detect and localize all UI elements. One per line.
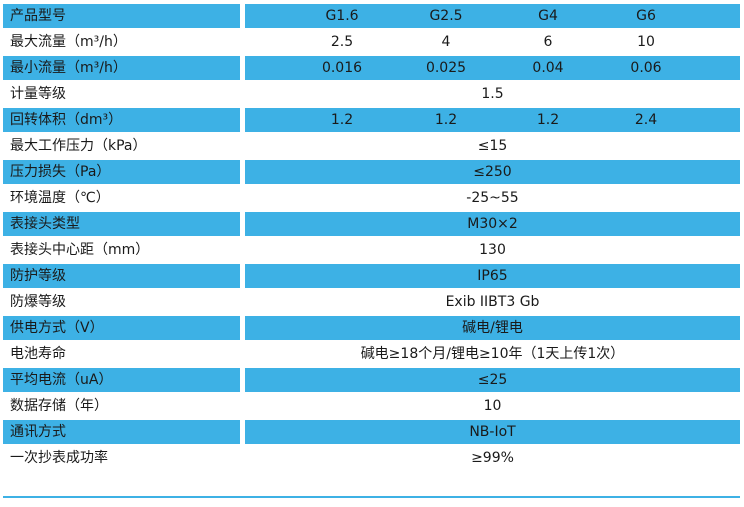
row-label: 产品型号	[10, 8, 66, 24]
row-value: 1.2	[434, 112, 458, 128]
row-value: 6	[543, 34, 553, 50]
row-band	[3, 56, 240, 80]
row-label: 一次抄表成功率	[10, 450, 108, 466]
row-value: 0.016	[321, 60, 363, 76]
row-band	[245, 420, 740, 444]
row-label: 表接头中心距（mm）	[10, 242, 150, 258]
row-band	[3, 264, 240, 288]
row-value: 1.2	[536, 112, 560, 128]
row-value: 2.5	[330, 34, 354, 50]
row-band	[3, 160, 240, 184]
row-label: 压力损失（Pa）	[10, 164, 111, 180]
row-band	[245, 368, 740, 392]
row-value: 130	[479, 242, 506, 258]
bottom-rule	[3, 496, 740, 498]
row-value: 1.5	[481, 86, 504, 102]
row-label: 表接头类型	[10, 216, 80, 232]
row-value: 2.4	[634, 112, 658, 128]
row-label: 防爆等级	[10, 294, 66, 310]
row-band	[3, 420, 240, 444]
column-header: G2.5	[429, 8, 463, 24]
row-band	[245, 4, 740, 28]
row-value: -25~55	[466, 190, 519, 206]
row-band	[3, 368, 240, 392]
row-value: 碱电≥18个月/锂电≥10年（1天上传1次）	[360, 346, 625, 362]
row-value: NB-IoT	[469, 424, 516, 440]
row-band	[3, 4, 240, 28]
row-value: 1.2	[330, 112, 354, 128]
column-header: G6	[636, 8, 656, 24]
row-label: 供电方式（V）	[10, 320, 104, 336]
row-value: ≥99%	[471, 450, 514, 466]
row-band	[245, 316, 740, 340]
row-label: 数据存储（年）	[10, 398, 108, 414]
row-band	[245, 56, 740, 80]
row-label: 计量等级	[10, 86, 66, 102]
row-value: ≤25	[477, 372, 508, 388]
row-band	[3, 108, 240, 132]
row-label: 最大流量（m³/h）	[10, 34, 127, 50]
row-band	[245, 160, 740, 184]
row-band	[3, 316, 240, 340]
row-label: 环境温度（℃）	[10, 190, 110, 206]
row-value: 0.04	[532, 60, 564, 76]
row-band	[245, 212, 740, 236]
row-band	[245, 264, 740, 288]
row-value: IP65	[477, 268, 508, 284]
row-value: ≤15	[477, 138, 508, 154]
row-value: ≤250	[473, 164, 512, 180]
row-label: 防护等级	[10, 268, 66, 284]
row-value: 10	[483, 398, 502, 414]
column-header: G1.6	[325, 8, 359, 24]
row-label: 回转体积（dm³）	[10, 112, 123, 128]
row-value: 4	[441, 34, 451, 50]
row-label: 通讯方式	[10, 424, 66, 440]
row-label: 最小流量（m³/h）	[10, 60, 127, 76]
row-value: 10	[637, 34, 655, 50]
column-header: G4	[538, 8, 558, 24]
row-value: Exib IIBT3 Gb	[445, 294, 540, 310]
row-value: 0.025	[425, 60, 467, 76]
row-label: 电池寿命	[10, 346, 66, 362]
row-value: 碱电/锂电	[462, 320, 523, 336]
row-band	[245, 108, 740, 132]
row-value: M30×2	[467, 216, 518, 232]
row-value: 0.06	[630, 60, 662, 76]
row-band	[3, 212, 240, 236]
row-label: 最大工作压力（kPa）	[10, 138, 147, 154]
row-label: 平均电流（uA）	[10, 372, 113, 388]
